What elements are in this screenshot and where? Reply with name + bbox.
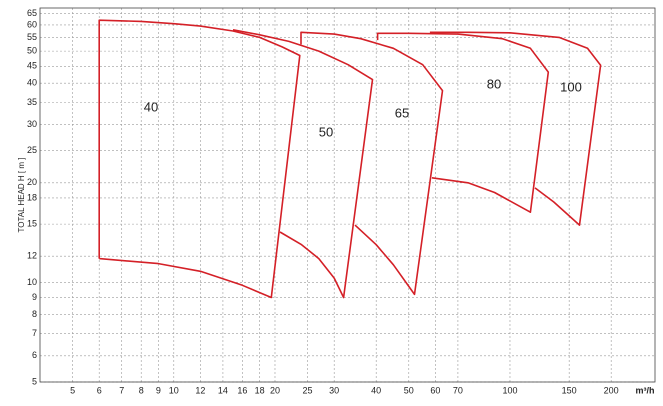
x-tick-label: 200	[604, 385, 619, 395]
y-tick-label: 20	[27, 177, 37, 187]
y-tick-label: 30	[27, 119, 37, 129]
y-tick-label: 8	[32, 309, 37, 319]
x-tick-label: 40	[371, 385, 381, 395]
y-tick-label: 55	[27, 32, 37, 42]
x-tick-label: 100	[502, 385, 517, 395]
x-tick-label: 60	[430, 385, 440, 395]
x-tick-label: 8	[139, 385, 144, 395]
x-axis-title: m³/h	[636, 385, 655, 395]
pump-curve	[232, 29, 374, 299]
y-tick-label: 5	[32, 376, 37, 386]
x-tick-label: 14	[218, 385, 228, 395]
x-tick-label: 10	[169, 385, 179, 395]
x-tick-label: 20	[270, 385, 280, 395]
y-tick-label: 18	[27, 192, 37, 202]
y-tick-label: 50	[27, 45, 37, 55]
x-tick-label: 70	[453, 385, 463, 395]
series-label: 80	[487, 76, 501, 91]
pump-curve	[300, 31, 444, 296]
y-tick-label: 6	[32, 350, 37, 360]
y-axis-title: TOTAL HEAD H [ m ]	[17, 158, 26, 233]
y-tick-label: 60	[27, 19, 37, 29]
y-tick-label: 25	[27, 145, 37, 155]
x-tick-label: 25	[303, 385, 313, 395]
x-tick-label: 150	[562, 385, 577, 395]
x-tick-label: 6	[97, 385, 102, 395]
y-tick-label: 35	[27, 97, 37, 107]
x-tick-label: 16	[237, 385, 247, 395]
y-tick-label: 40	[27, 78, 37, 88]
x-tick-label: 5	[70, 385, 75, 395]
y-tick-label: 10	[27, 277, 37, 287]
series-label: 65	[395, 105, 409, 120]
pump-curve	[376, 32, 550, 213]
y-tick-label: 12	[27, 251, 37, 261]
x-tick-label: 30	[329, 385, 339, 395]
y-tick-label: 7	[32, 328, 37, 338]
series-label: 100	[560, 79, 582, 94]
plot-frame	[39, 7, 656, 383]
x-tick-label: 12	[195, 385, 205, 395]
y-tick-label: 65	[27, 8, 37, 18]
series-label: 40	[144, 99, 158, 114]
x-tick-label: 50	[404, 385, 414, 395]
x-tick-label: 9	[156, 385, 161, 395]
series-label: 50	[319, 124, 333, 139]
y-tick-label: 15	[27, 219, 37, 229]
y-tick-label: 9	[32, 292, 37, 302]
x-tick-label: 7	[119, 385, 124, 395]
x-tick-label: 18	[255, 385, 265, 395]
pump-curve	[429, 31, 602, 226]
y-tick-label: 45	[27, 61, 37, 71]
pump-curve	[98, 19, 301, 299]
